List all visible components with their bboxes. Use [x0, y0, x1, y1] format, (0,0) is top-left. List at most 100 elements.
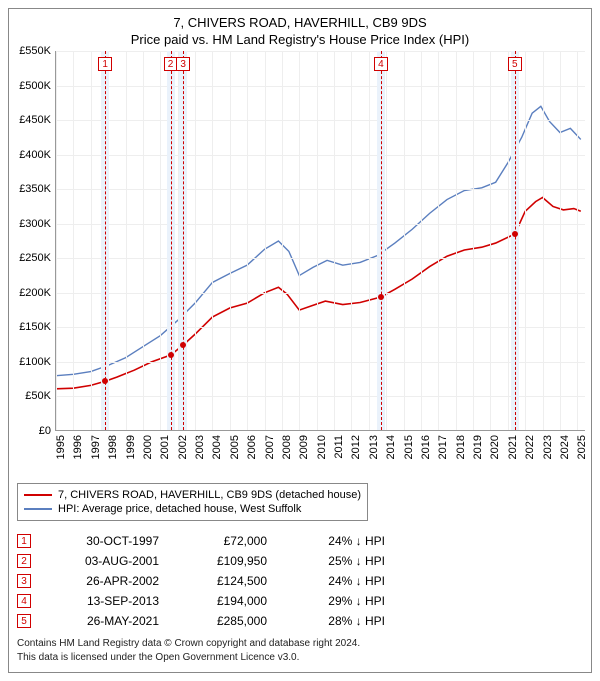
sale-row: 130-OCT-1997£72,00024% ↓ HPI	[17, 531, 583, 551]
sale-date: 03-AUG-2001	[49, 554, 159, 568]
x-tick-label: 2011	[333, 435, 345, 459]
legend-label: HPI: Average price, detached house, West…	[58, 503, 301, 515]
sale-date: 26-MAY-2021	[49, 614, 159, 628]
gridline-v	[56, 51, 57, 430]
sale-diff: 25% ↓ HPI	[285, 554, 385, 568]
y-tick-label: £0	[39, 425, 51, 437]
chart-title: 7, CHIVERS ROAD, HAVERHILL, CB9 9DS	[13, 15, 587, 30]
x-tick-label: 1997	[90, 435, 102, 459]
y-tick-label: £400K	[19, 149, 51, 161]
y-tick-label: £200K	[19, 287, 51, 299]
x-tick-label: 2014	[385, 435, 397, 459]
x-tick-label: 1998	[107, 435, 119, 459]
sale-index: 1	[17, 534, 31, 548]
gridline-v	[230, 51, 231, 430]
sale-date: 13-SEP-2013	[49, 594, 159, 608]
sale-date: 30-OCT-1997	[49, 534, 159, 548]
sale-row: 4 13-SEP-2013 £194,000 29% ↓ HPI	[17, 591, 583, 611]
chart-container: 7, CHIVERS ROAD, HAVERHILL, CB9 9DS Pric…	[8, 8, 592, 673]
line-series-svg	[56, 51, 585, 431]
sale-dot	[180, 342, 186, 348]
gridline-v	[73, 51, 74, 430]
sale-marker-number: 4	[374, 57, 388, 71]
gridline-v	[577, 51, 578, 430]
gridline-h	[56, 155, 585, 156]
gridline-v	[299, 51, 300, 430]
gridline-v	[247, 51, 248, 430]
gridline-v	[560, 51, 561, 430]
gridline-h	[56, 396, 585, 397]
y-tick-label: £250K	[19, 252, 51, 264]
sale-marker-number: 1	[98, 57, 112, 71]
sale-row: 526-MAY-2021£285,00028% ↓ HPI	[17, 611, 583, 631]
sale-diff: 29% ↓ HPI	[285, 594, 385, 608]
sale-price: £194,000	[177, 594, 267, 608]
legend-swatch	[24, 494, 52, 496]
x-tick-label: 2019	[472, 435, 484, 459]
sale-marker-line	[183, 51, 184, 430]
sale-date: 26-APR-2002	[49, 574, 159, 588]
sale-index: 4	[17, 594, 31, 608]
sale-dot	[102, 378, 108, 384]
x-tick-label: 2017	[437, 435, 449, 459]
x-tick-label: 2012	[350, 435, 362, 459]
y-tick-label: £450K	[19, 114, 51, 126]
gridline-h	[56, 189, 585, 190]
attribution-line: Contains HM Land Registry data © Crown c…	[17, 637, 583, 651]
x-tick-label: 2013	[368, 435, 380, 459]
gridline-v	[212, 51, 213, 430]
legend-swatch	[24, 508, 52, 510]
attribution-line: This data is licensed under the Open Gov…	[17, 651, 583, 665]
legend-item: HPI: Average price, detached house, West…	[24, 502, 361, 516]
sale-price: £285,000	[177, 614, 267, 628]
gridline-v	[438, 51, 439, 430]
sale-index: 3	[17, 574, 31, 588]
sale-price: £72,000	[177, 534, 267, 548]
x-tick-label: 2006	[246, 435, 258, 459]
gridline-v	[334, 51, 335, 430]
series-hpi	[56, 106, 581, 375]
x-tick-label: 2003	[194, 435, 206, 459]
y-tick-label: £350K	[19, 183, 51, 195]
sale-marker-line	[515, 51, 516, 430]
sale-index: 5	[17, 614, 31, 628]
gridline-v	[473, 51, 474, 430]
y-tick-label: £550K	[19, 45, 51, 57]
x-tick-label: 2016	[420, 435, 432, 459]
gridline-h	[56, 224, 585, 225]
gridline-h	[56, 362, 585, 363]
sale-price: £109,950	[177, 554, 267, 568]
x-tick-label: 2001	[159, 435, 171, 459]
gridline-v	[160, 51, 161, 430]
gridline-v	[404, 51, 405, 430]
gridline-v	[386, 51, 387, 430]
x-tick-label: 2008	[281, 435, 293, 459]
plot-row: £0£50K£100K£150K£200K£250K£300K£350K£400…	[9, 51, 591, 431]
gridline-v	[195, 51, 196, 430]
gridline-h	[56, 293, 585, 294]
gridline-v	[525, 51, 526, 430]
gridline-h	[56, 258, 585, 259]
x-tick-label: 1996	[72, 435, 84, 459]
x-tick-label: 2007	[264, 435, 276, 459]
sale-marker-number: 5	[508, 57, 522, 71]
gridline-v	[317, 51, 318, 430]
x-tick-label: 2018	[455, 435, 467, 459]
gridline-v	[126, 51, 127, 430]
x-tick-label: 2025	[576, 435, 588, 459]
x-tick-label: 2022	[524, 435, 536, 459]
legend: 7, CHIVERS ROAD, HAVERHILL, CB9 9DS (det…	[17, 483, 368, 521]
chart-titles: 7, CHIVERS ROAD, HAVERHILL, CB9 9DS Pric…	[9, 9, 591, 51]
sale-row: 2 03-AUG-2001 £109,950 25% ↓ HPI	[17, 551, 583, 571]
gridline-h	[56, 86, 585, 87]
gridline-v	[91, 51, 92, 430]
sale-marker-line	[171, 51, 172, 430]
sale-marker-line	[381, 51, 382, 430]
x-tick-label: 2020	[489, 435, 501, 459]
plot-area: 12345	[55, 51, 585, 431]
gridline-h	[56, 120, 585, 121]
x-tick-label: 2005	[229, 435, 241, 459]
y-tick-label: £500K	[19, 80, 51, 92]
gridline-v	[265, 51, 266, 430]
sale-index: 2	[17, 554, 31, 568]
